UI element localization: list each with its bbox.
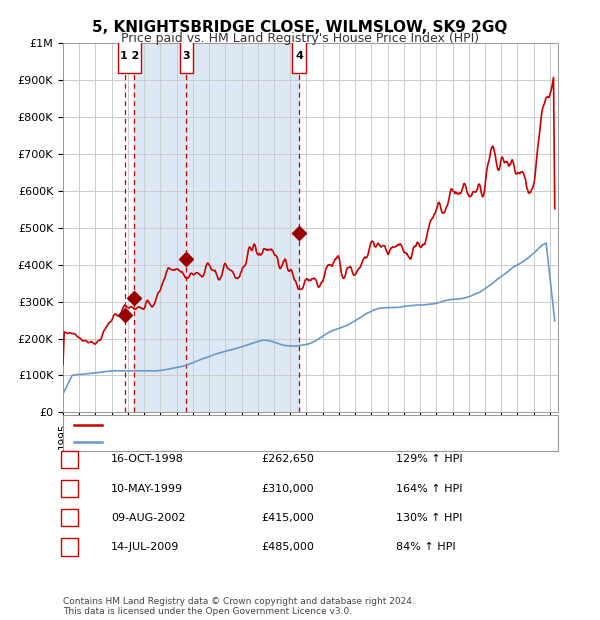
Text: 84% ↑ HPI: 84% ↑ HPI [396, 542, 455, 552]
Text: Contains HM Land Registry data © Crown copyright and database right 2024.: Contains HM Land Registry data © Crown c… [63, 597, 415, 606]
FancyBboxPatch shape [118, 40, 141, 73]
Text: 2: 2 [66, 484, 73, 494]
Text: £485,000: £485,000 [261, 542, 314, 552]
Text: 5, KNIGHTSBRIDGE CLOSE, WILMSLOW, SK9 2GQ: 5, KNIGHTSBRIDGE CLOSE, WILMSLOW, SK9 2G… [92, 20, 508, 35]
Text: 129% ↑ HPI: 129% ↑ HPI [396, 454, 463, 464]
Text: 164% ↑ HPI: 164% ↑ HPI [396, 484, 463, 494]
Text: £415,000: £415,000 [261, 513, 314, 523]
Text: 1 2: 1 2 [119, 51, 139, 61]
Text: 1: 1 [66, 454, 73, 464]
Text: £262,650: £262,650 [261, 454, 314, 464]
Text: £310,000: £310,000 [261, 484, 314, 494]
Text: Price paid vs. HM Land Registry's House Price Index (HPI): Price paid vs. HM Land Registry's House … [121, 32, 479, 45]
Text: 4: 4 [65, 542, 74, 552]
Text: 5, KNIGHTSBRIDGE CLOSE, WILMSLOW, SK9 2GQ (detached house): 5, KNIGHTSBRIDGE CLOSE, WILMSLOW, SK9 2G… [106, 420, 434, 430]
Text: 3: 3 [182, 51, 190, 61]
Text: 09-AUG-2002: 09-AUG-2002 [111, 513, 185, 523]
Text: 4: 4 [295, 51, 303, 61]
FancyBboxPatch shape [179, 40, 193, 73]
Text: 3: 3 [66, 513, 73, 523]
Text: 16-OCT-1998: 16-OCT-1998 [111, 454, 184, 464]
Text: 14-JUL-2009: 14-JUL-2009 [111, 542, 179, 552]
Bar [134, 43, 299, 412]
Text: HPI: Average price, detached house, Cheshire East: HPI: Average price, detached house, Ches… [106, 437, 354, 448]
Text: 130% ↑ HPI: 130% ↑ HPI [396, 513, 463, 523]
Text: This data is licensed under the Open Government Licence v3.0.: This data is licensed under the Open Gov… [63, 606, 352, 616]
FancyBboxPatch shape [292, 40, 306, 73]
Text: 10-MAY-1999: 10-MAY-1999 [111, 484, 183, 494]
